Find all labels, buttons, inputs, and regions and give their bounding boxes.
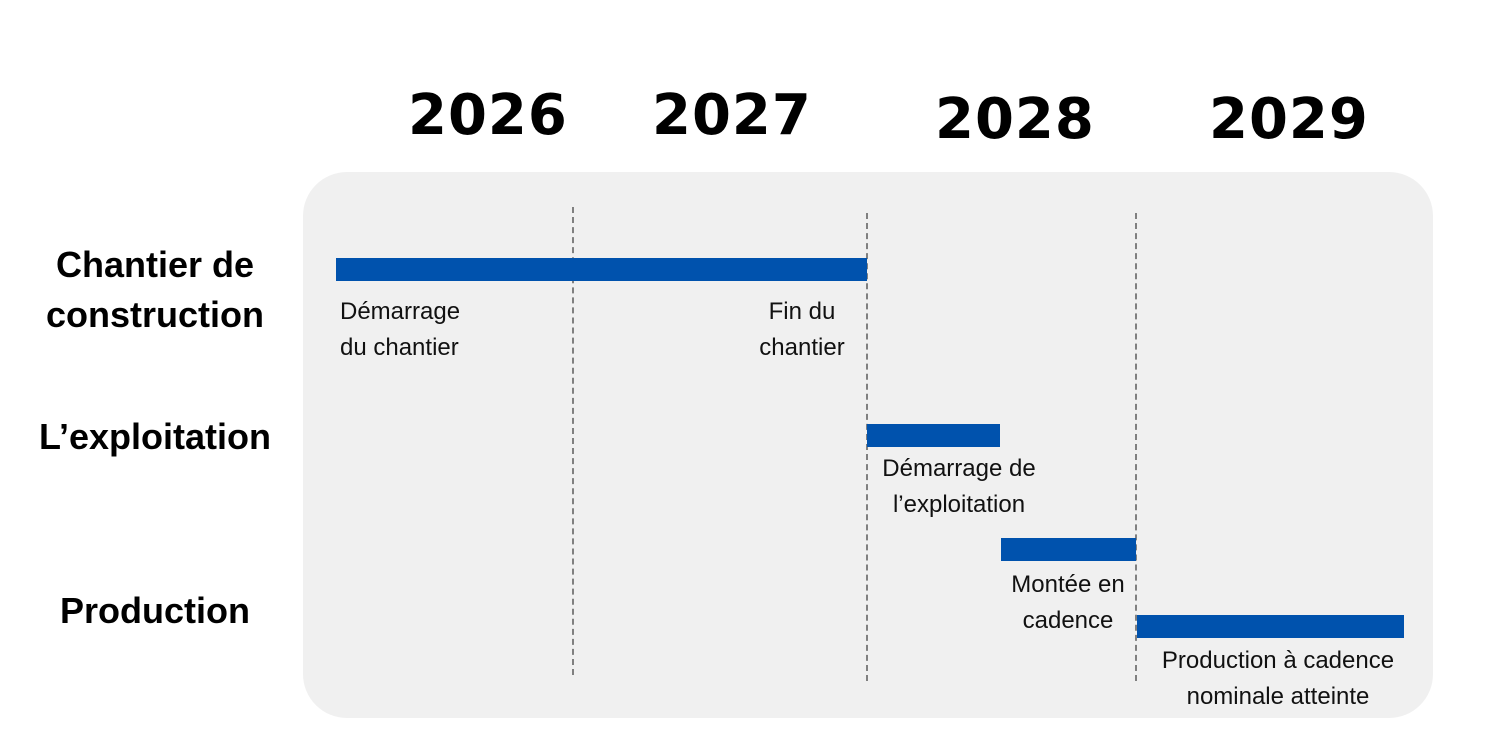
year-2026: 2026 [408, 83, 568, 148]
year-divider-2027-2028 [866, 213, 868, 681]
row-label-exploitation: L’exploitation [38, 416, 271, 457]
caption-montee-cadence: Montée en cadence [1011, 571, 1125, 634]
caption-demarrage-chantier: Démarrage du chantier [340, 298, 461, 361]
caption-demarrage-exploitation: Démarrage de l’exploitation [882, 455, 1036, 518]
bar-chantier-construction [336, 258, 867, 281]
caption-cadence-nominale: Production à cadence nominale atteinte [1161, 647, 1395, 710]
year-2028: 2028 [935, 87, 1095, 152]
year-divider-2026-2027 [572, 207, 574, 675]
caption-fin-chantier: Fin du chantier [759, 298, 845, 361]
row-label-production: Production [60, 590, 250, 631]
bar-demarrage-exploitation [867, 424, 1000, 447]
bar-cadence-nominale [1137, 615, 1404, 638]
bar-montee-cadence [1001, 538, 1136, 561]
row-label-construction: Chantier de construction [45, 244, 264, 335]
year-2029: 2029 [1209, 87, 1369, 152]
year-2027: 2027 [652, 83, 812, 148]
year-divider-2028-2029 [1135, 213, 1137, 681]
